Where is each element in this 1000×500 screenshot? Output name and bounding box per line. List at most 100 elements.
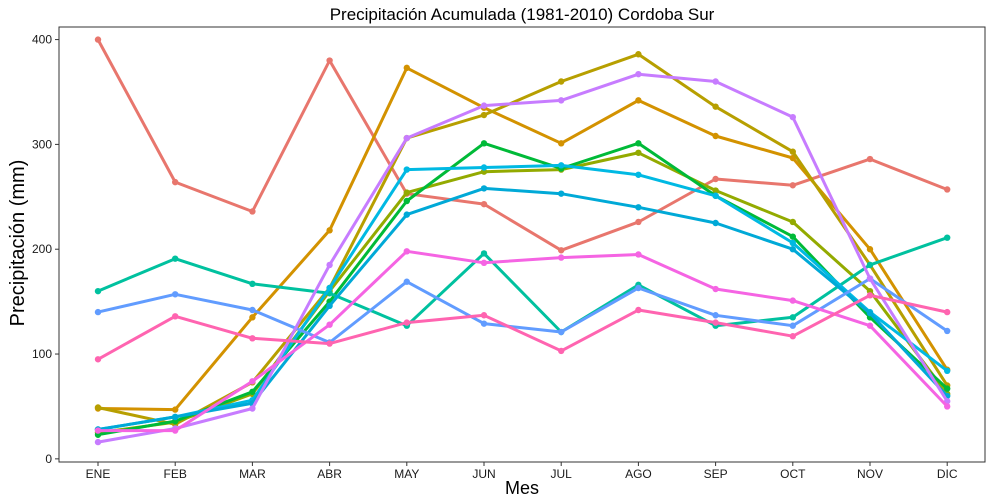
data-point	[712, 285, 719, 293]
data-point	[480, 185, 488, 192]
series-line	[96, 38, 949, 252]
x-tick-label: MAR	[239, 467, 266, 481]
data-point	[249, 306, 256, 314]
x-tick-label: AGO	[625, 467, 652, 481]
data-point	[789, 113, 796, 121]
y-axis: 0 100 200 300 400	[32, 33, 59, 466]
series-line	[96, 236, 949, 334]
data-point	[866, 292, 874, 299]
x-tick-label: NOV	[857, 467, 883, 481]
data-point	[789, 233, 796, 240]
data-point	[172, 178, 179, 186]
y-tick-label: 200	[32, 242, 52, 256]
data-point	[789, 246, 796, 253]
data-point	[94, 438, 102, 446]
data-point	[94, 404, 102, 411]
x-tick-label: SEP	[704, 467, 728, 481]
series-9	[94, 275, 951, 346]
data-point	[558, 162, 565, 169]
series-line	[96, 277, 949, 344]
data-point	[558, 328, 565, 336]
data-point	[789, 322, 796, 329]
data-point	[558, 140, 565, 147]
data-point	[944, 234, 951, 241]
data-point	[326, 227, 333, 234]
data-point	[944, 308, 951, 316]
data-point	[480, 102, 488, 109]
x-tick-label: MAY	[394, 467, 419, 481]
data-point	[249, 208, 256, 215]
series-line	[96, 163, 949, 431]
data-point	[558, 247, 565, 254]
data-point	[94, 308, 102, 316]
series-line	[96, 72, 949, 444]
data-point	[480, 250, 488, 257]
data-point	[712, 192, 719, 199]
series-11	[94, 248, 951, 434]
data-point	[635, 284, 642, 292]
data-point	[712, 219, 719, 227]
data-point	[635, 140, 642, 147]
data-point	[866, 155, 874, 163]
data-point	[403, 319, 410, 326]
data-point	[635, 171, 642, 178]
series-line	[96, 151, 949, 435]
data-point	[326, 302, 333, 310]
data-point	[94, 356, 102, 363]
x-tick-label: OCT	[780, 467, 806, 481]
x-tick-label: ABR	[317, 467, 342, 481]
data-point	[326, 261, 333, 269]
data-point	[635, 306, 642, 314]
series-line	[96, 293, 949, 361]
x-tick-label: JUN	[472, 467, 495, 481]
x-axis: ENE FEB MAR ABR MAY JUN JUL AGO SEP OCT NOV DIC	[86, 462, 958, 481]
data-point	[172, 291, 179, 298]
data-point	[789, 333, 796, 340]
x-tick-label: DIC	[937, 467, 958, 481]
plot-panel-border	[58, 26, 986, 463]
data-point	[94, 287, 102, 295]
data-point	[712, 175, 719, 183]
data-point	[403, 248, 410, 255]
chart-title: Precipitación Acumulada (1981-2010) Cord…	[330, 5, 715, 24]
data-point	[789, 182, 796, 189]
data-point	[635, 251, 642, 258]
data-point	[94, 427, 102, 434]
data-point	[403, 211, 410, 218]
data-point	[712, 319, 719, 326]
data-point	[403, 189, 410, 196]
data-point	[403, 134, 410, 142]
data-point	[789, 148, 796, 155]
y-tick-label: 300	[32, 137, 52, 151]
data-point	[558, 347, 565, 355]
data-point	[480, 320, 488, 327]
data-point	[403, 197, 410, 205]
data-point	[866, 246, 874, 253]
data-point	[326, 321, 333, 328]
data-point	[635, 149, 642, 156]
data-point	[480, 312, 488, 319]
data-point	[635, 97, 642, 104]
data-point	[635, 70, 642, 78]
data-point	[403, 166, 410, 173]
data-point	[480, 140, 488, 147]
y-tick-label: 0	[45, 452, 52, 466]
data-point	[326, 340, 333, 347]
data-point	[866, 261, 874, 269]
y-axis-title: Precipitación (mm)	[7, 160, 29, 327]
data-point	[558, 254, 565, 261]
data-point	[326, 57, 333, 64]
series-layer	[94, 36, 951, 446]
data-point	[172, 413, 179, 421]
data-point	[712, 312, 719, 319]
data-point	[712, 78, 719, 85]
data-point	[712, 132, 719, 140]
series-line	[96, 141, 949, 437]
data-point	[172, 255, 179, 262]
series-12	[94, 292, 951, 363]
data-point	[944, 186, 951, 193]
x-tick-label: JUL	[551, 467, 573, 481]
data-point	[866, 322, 874, 329]
data-point	[94, 36, 102, 43]
data-point	[480, 164, 488, 171]
